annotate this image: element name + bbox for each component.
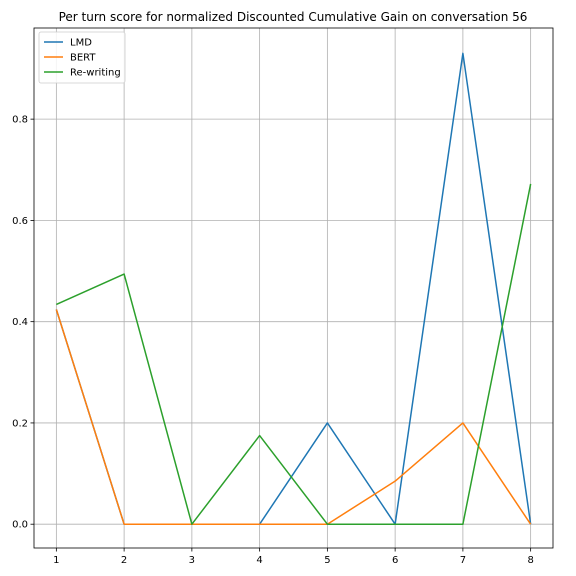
x-tick-label: 6 xyxy=(392,555,398,566)
y-tick-label: 0.0 xyxy=(12,520,28,531)
y-tick-label: 0.2 xyxy=(12,418,28,429)
x-tick-label: 3 xyxy=(189,555,195,566)
series-line-re-writing xyxy=(56,183,532,525)
y-tick-label: 0.4 xyxy=(12,317,28,328)
x-tick-label: 7 xyxy=(460,555,466,566)
plot-area xyxy=(34,28,553,548)
y-axis-ticks: 0.0 0.2 0.4 0.6 0.8 xyxy=(12,115,34,531)
x-tick-label: 8 xyxy=(527,555,533,566)
y-tick-label: 0.8 xyxy=(12,115,28,126)
legend-label: Re-writing xyxy=(70,68,121,79)
chart-title: Per turn score for normalized Discounted… xyxy=(59,10,528,24)
x-axis-ticks: 1 2 3 4 5 6 7 8 xyxy=(53,548,534,566)
plot-frame xyxy=(33,27,554,549)
series-line-bert xyxy=(55,309,532,525)
legend: LMD BERT Re-writing xyxy=(38,31,126,84)
x-tick-label: 4 xyxy=(256,555,262,566)
x-tick-label: 2 xyxy=(121,555,127,566)
legend-label: LMD xyxy=(70,38,92,49)
x-tick-label: 1 xyxy=(53,555,59,566)
legend-box xyxy=(38,31,126,84)
legend-label: BERT xyxy=(70,53,96,64)
series-lines xyxy=(55,52,532,525)
x-tick-label: 5 xyxy=(324,555,330,566)
grid xyxy=(34,28,553,548)
y-tick-label: 0.6 xyxy=(12,216,28,227)
